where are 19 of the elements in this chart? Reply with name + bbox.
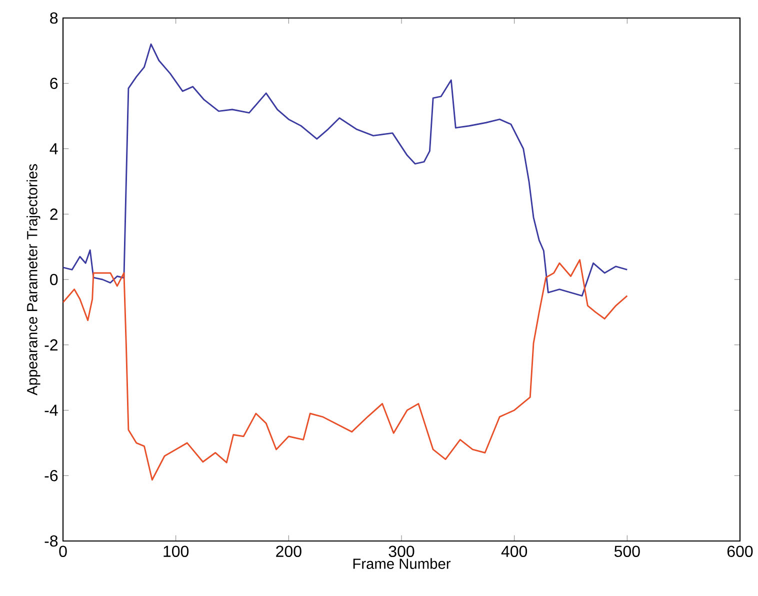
y-tick-label: 6 xyxy=(50,78,58,90)
x-tick-label: 600 xyxy=(727,546,753,558)
y-tick-label: -6 xyxy=(44,470,58,482)
x-tick-label: 400 xyxy=(501,546,528,558)
x-axis-title: Frame Number xyxy=(353,558,451,569)
x-tick-label: 200 xyxy=(276,546,302,558)
x-tick-label: 0 xyxy=(59,546,67,558)
y-tick-label: -4 xyxy=(44,404,58,416)
x-tick-label: 500 xyxy=(614,546,640,558)
y-tick-label: -8 xyxy=(44,535,58,547)
line-series xyxy=(63,43,628,297)
y-tick-label: 2 xyxy=(50,208,58,220)
y-tick-label: 0 xyxy=(50,274,58,286)
y-tick-label: 4 xyxy=(50,143,58,154)
y-axis-title: Appearance Parameter Trajectories xyxy=(26,164,40,396)
y-tick-label: -2 xyxy=(44,339,58,350)
y-tick-label: 8 xyxy=(50,12,58,24)
x-tick-label: 300 xyxy=(388,546,414,558)
x-tick-label: 100 xyxy=(164,546,189,558)
